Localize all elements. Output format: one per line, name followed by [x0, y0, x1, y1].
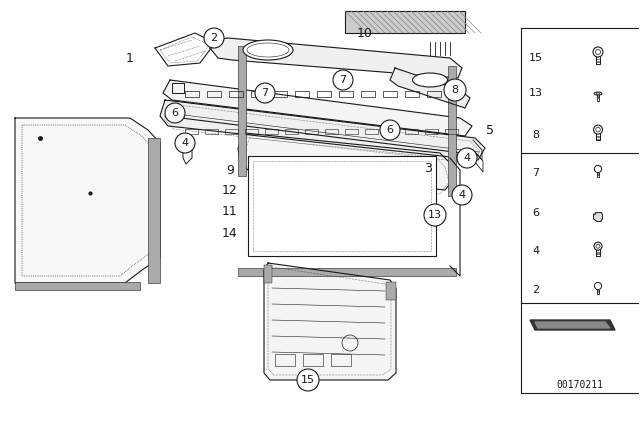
Polygon shape [160, 100, 485, 160]
Text: 6: 6 [387, 125, 394, 135]
Bar [385, 129, 398, 134]
Bar [245, 129, 258, 134]
Bar [225, 129, 238, 134]
Bar [405, 91, 419, 97]
Polygon shape [15, 118, 160, 283]
Text: 11: 11 [222, 204, 238, 217]
Circle shape [452, 185, 472, 205]
Bar [331, 354, 351, 366]
Ellipse shape [243, 40, 293, 60]
Text: 13: 13 [529, 88, 543, 98]
Bar [445, 129, 458, 134]
Bar [251, 91, 265, 97]
Text: 3: 3 [424, 161, 432, 175]
Bar [425, 129, 438, 134]
Bar [148, 138, 160, 283]
Bar [405, 129, 418, 134]
Circle shape [457, 148, 477, 168]
Text: 5: 5 [486, 124, 494, 137]
Bar [303, 354, 323, 366]
Bar [264, 265, 272, 283]
Text: 4: 4 [458, 190, 465, 200]
Text: 4: 4 [532, 246, 540, 256]
Text: 4: 4 [463, 153, 470, 163]
Text: 7: 7 [339, 75, 347, 85]
Polygon shape [210, 38, 462, 78]
Circle shape [380, 120, 400, 140]
Bar [345, 11, 465, 33]
Bar [253, 161, 431, 251]
Polygon shape [530, 320, 615, 330]
Text: 00170211: 00170211 [557, 380, 604, 390]
Bar [427, 91, 441, 97]
Bar [386, 282, 396, 300]
Bar [15, 282, 140, 290]
Circle shape [165, 103, 185, 123]
Text: 6: 6 [532, 208, 540, 218]
Text: 13: 13 [428, 210, 442, 220]
Text: 2: 2 [211, 33, 218, 43]
Bar [207, 91, 221, 97]
Circle shape [444, 79, 466, 101]
Text: 8: 8 [451, 85, 459, 95]
Ellipse shape [413, 73, 447, 87]
Bar [285, 129, 298, 134]
Bar [317, 91, 331, 97]
Text: 1: 1 [126, 52, 134, 65]
Bar [172, 83, 184, 93]
Text: 6: 6 [172, 108, 179, 118]
Bar [273, 91, 287, 97]
Circle shape [333, 70, 353, 90]
Polygon shape [390, 68, 470, 108]
Circle shape [424, 204, 446, 226]
Bar [238, 268, 456, 276]
Bar [229, 91, 243, 97]
Bar [205, 129, 218, 134]
Polygon shape [535, 322, 610, 328]
Text: 2: 2 [532, 285, 540, 295]
Bar [248, 156, 436, 256]
Circle shape [255, 83, 275, 103]
Bar [448, 66, 456, 196]
Polygon shape [593, 213, 602, 222]
Bar [265, 129, 278, 134]
Text: 12: 12 [222, 184, 238, 197]
Circle shape [175, 133, 195, 153]
Bar [365, 129, 378, 134]
Bar [305, 129, 318, 134]
Bar [185, 91, 199, 97]
Circle shape [297, 369, 319, 391]
Polygon shape [264, 263, 396, 380]
Text: 15: 15 [301, 375, 315, 385]
Bar [345, 129, 358, 134]
Text: 7: 7 [261, 88, 269, 98]
Bar [339, 91, 353, 97]
Text: 7: 7 [532, 168, 540, 178]
Polygon shape [163, 80, 472, 136]
Text: 9: 9 [226, 164, 234, 177]
Text: 14: 14 [222, 227, 238, 240]
Text: 15: 15 [529, 53, 543, 63]
Text: 10: 10 [357, 26, 373, 39]
Bar [238, 46, 246, 176]
Bar [168, 107, 178, 115]
Bar [185, 129, 198, 134]
Text: 4: 4 [181, 138, 189, 148]
Text: 8: 8 [532, 130, 540, 140]
Bar [295, 91, 309, 97]
Circle shape [204, 28, 224, 48]
Polygon shape [238, 133, 455, 190]
Bar [325, 129, 338, 134]
Bar [383, 91, 397, 97]
Bar [275, 354, 295, 366]
Bar [361, 91, 375, 97]
